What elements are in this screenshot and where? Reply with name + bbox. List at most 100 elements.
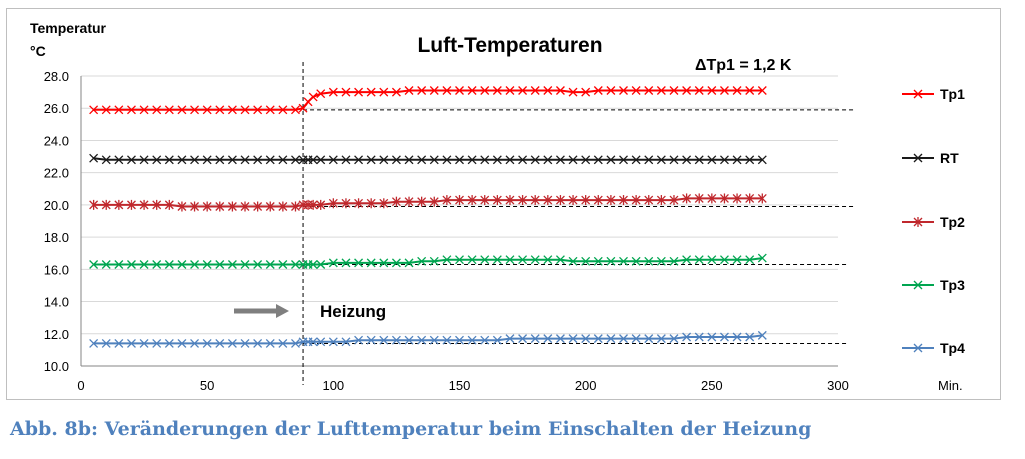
data-point xyxy=(682,332,692,342)
data-point xyxy=(694,255,704,265)
marker-stroke xyxy=(164,105,174,115)
marker-stroke xyxy=(114,105,124,115)
legend-marker xyxy=(913,153,923,163)
data-point xyxy=(455,155,464,165)
data-point xyxy=(278,155,288,165)
marker-stroke xyxy=(101,105,111,115)
legend-item-tp1: Tp1 xyxy=(902,86,965,102)
marker-stroke xyxy=(631,86,641,95)
data-point xyxy=(581,155,591,165)
series-tp1 xyxy=(89,86,855,115)
marker-stroke xyxy=(253,338,263,348)
marker-stroke xyxy=(404,258,414,268)
marker-stroke xyxy=(190,338,200,348)
data-point xyxy=(745,155,755,165)
data-point xyxy=(265,155,275,165)
y-tick-label: 14.0 xyxy=(44,295,69,310)
marker-stroke xyxy=(379,335,389,345)
marker-stroke xyxy=(644,256,654,266)
marker-stroke xyxy=(719,155,729,165)
data-point xyxy=(568,256,578,266)
marker-stroke xyxy=(543,86,553,95)
marker-stroke xyxy=(455,335,464,345)
marker-stroke xyxy=(308,260,318,269)
marker-stroke xyxy=(568,87,578,97)
data-point xyxy=(619,155,628,165)
marker-stroke xyxy=(467,86,477,95)
marker-stroke xyxy=(480,86,490,95)
marker-stroke xyxy=(644,334,654,344)
marker-stroke xyxy=(745,155,755,165)
x-axis-label: Min. xyxy=(938,378,963,393)
marker-stroke xyxy=(391,335,401,345)
data-point xyxy=(631,334,641,344)
marker-stroke xyxy=(682,332,692,342)
data-point xyxy=(606,155,616,165)
data-point xyxy=(669,195,679,206)
marker-stroke xyxy=(177,155,187,165)
data-point xyxy=(518,155,528,165)
marker-stroke xyxy=(555,255,565,265)
data-point xyxy=(190,201,200,212)
data-point xyxy=(694,332,704,342)
data-point xyxy=(732,255,742,265)
data-point xyxy=(455,335,464,345)
marker-stroke xyxy=(518,155,528,165)
marker-stroke xyxy=(707,155,717,165)
data-point xyxy=(669,86,679,95)
data-point xyxy=(177,260,187,269)
data-point xyxy=(114,105,124,115)
marker-stroke xyxy=(202,338,212,348)
data-point xyxy=(518,255,528,265)
data-point xyxy=(127,260,136,269)
marker-stroke xyxy=(127,338,136,348)
marker-stroke xyxy=(114,155,124,165)
marker-stroke xyxy=(215,155,225,165)
marker-stroke xyxy=(328,258,338,268)
data-point xyxy=(391,155,401,165)
data-point xyxy=(543,86,553,95)
marker-stroke xyxy=(278,338,288,348)
marker-stroke xyxy=(669,334,679,344)
marker-stroke xyxy=(139,338,149,348)
marker-stroke xyxy=(732,255,742,265)
data-point xyxy=(745,255,755,265)
data-point xyxy=(480,155,490,165)
legend-label: Tp3 xyxy=(940,277,965,293)
data-point xyxy=(707,193,717,204)
data-point xyxy=(379,155,389,165)
data-point xyxy=(253,155,263,165)
data-point xyxy=(719,193,729,204)
marker-stroke xyxy=(164,260,174,269)
data-point xyxy=(89,199,99,210)
data-point xyxy=(308,199,318,210)
marker-stroke xyxy=(745,332,755,342)
marker-stroke xyxy=(631,155,641,165)
data-point xyxy=(127,155,136,165)
series-line-rt xyxy=(93,157,763,161)
data-point xyxy=(177,105,187,115)
data-point xyxy=(656,195,666,206)
data-point xyxy=(505,86,515,95)
data-point xyxy=(265,338,275,348)
data-point xyxy=(265,105,275,115)
data-point xyxy=(619,256,628,266)
data-point xyxy=(593,86,603,95)
data-point xyxy=(555,334,565,344)
data-point xyxy=(404,155,414,165)
data-point xyxy=(202,201,212,212)
marker-stroke xyxy=(757,86,767,95)
marker-stroke xyxy=(240,105,250,115)
marker-stroke xyxy=(417,256,427,266)
marker-stroke xyxy=(593,86,603,95)
data-point xyxy=(619,86,628,95)
data-point xyxy=(492,335,502,345)
marker-stroke xyxy=(669,155,679,165)
data-point xyxy=(682,255,692,265)
data-point xyxy=(101,338,111,348)
data-point xyxy=(530,334,540,344)
series-line-tp4 xyxy=(93,334,763,345)
marker-stroke xyxy=(114,260,124,269)
data-point xyxy=(745,193,755,204)
marker-stroke xyxy=(152,155,162,165)
